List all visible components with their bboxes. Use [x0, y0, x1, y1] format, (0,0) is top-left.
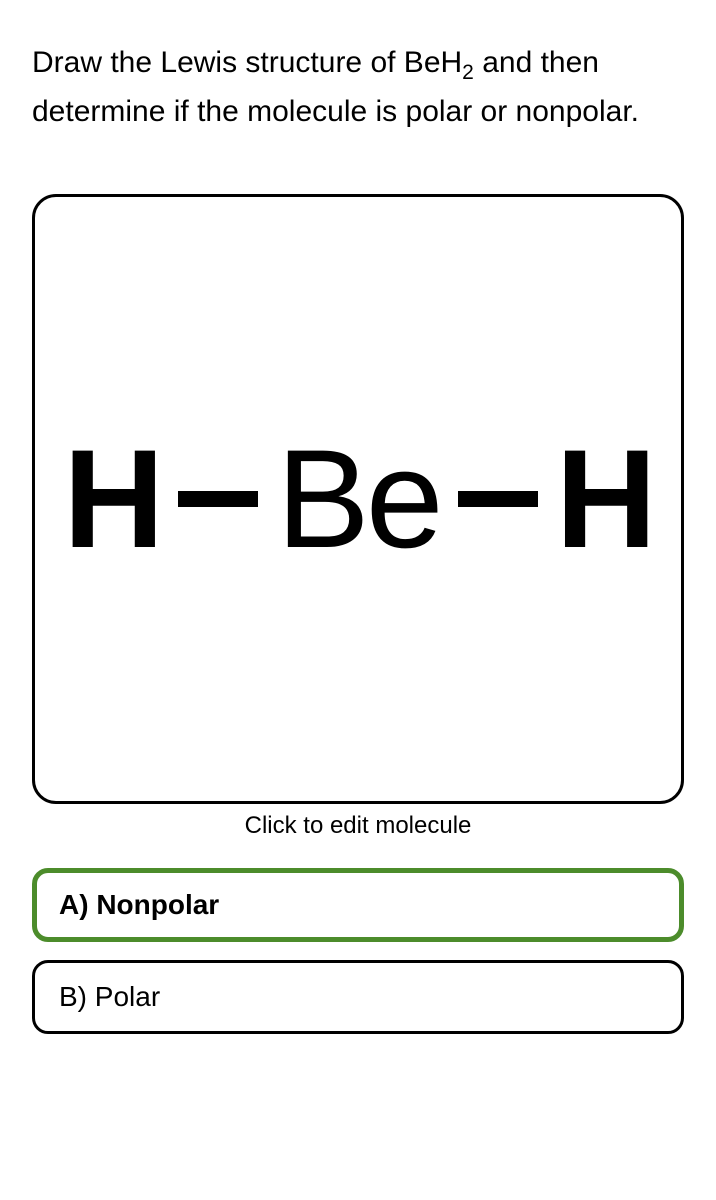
- bond-left: [178, 491, 258, 507]
- option-b-polar[interactable]: B) Polar: [32, 960, 684, 1034]
- bond-right: [458, 491, 538, 507]
- option-a-nonpolar[interactable]: A) Nonpolar: [32, 868, 684, 942]
- atom-h-right: H: [556, 429, 653, 569]
- question-text: Draw the Lewis structure of BeH2 and the…: [32, 40, 684, 134]
- question-subscript: 2: [462, 61, 474, 84]
- lewis-structure: H Be H: [35, 429, 681, 569]
- edit-hint: Click to edit molecule: [32, 812, 684, 840]
- atom-h-left: H: [63, 429, 160, 569]
- option-b-label: B) Polar: [59, 981, 160, 1012]
- question-prefix: Draw the Lewis structure of BeH: [32, 46, 462, 79]
- molecule-editor-panel[interactable]: H Be H: [32, 194, 684, 804]
- option-a-label: A) Nonpolar: [59, 889, 219, 920]
- atom-be-center: Be: [276, 429, 439, 569]
